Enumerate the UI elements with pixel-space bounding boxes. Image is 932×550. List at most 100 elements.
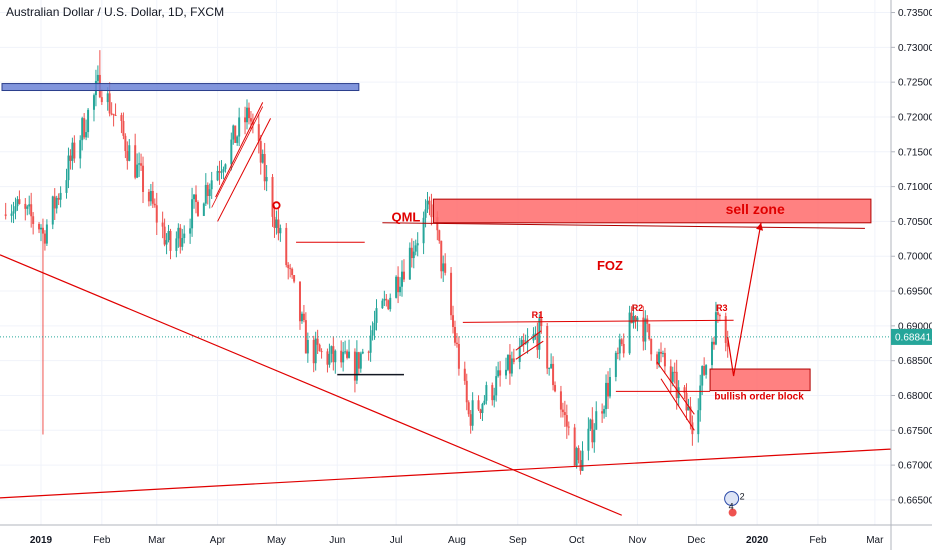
candle-body xyxy=(577,448,580,461)
y-tick-label: 0.72000 xyxy=(898,112,932,123)
y-tick-label: 0.72500 xyxy=(898,78,932,89)
candle-body xyxy=(259,141,262,163)
candle-body xyxy=(249,118,252,122)
candle-body xyxy=(40,227,42,230)
candle-body xyxy=(414,245,417,252)
candle-body xyxy=(367,351,370,353)
qml-level-line xyxy=(382,222,865,229)
candle-body xyxy=(512,358,515,362)
candle-body xyxy=(559,391,562,410)
candle-body xyxy=(538,318,541,350)
candle-body xyxy=(151,190,154,204)
candle-body xyxy=(387,300,390,310)
candle-body xyxy=(183,233,186,239)
last-price-label: 0.68841 xyxy=(895,332,932,343)
candle-body xyxy=(589,419,592,429)
y-tick-label: 0.66500 xyxy=(898,495,932,506)
candle-body xyxy=(373,322,376,331)
candle-body xyxy=(110,113,113,115)
candle-body xyxy=(438,230,441,241)
candle-body xyxy=(136,164,139,178)
candle-body xyxy=(218,170,221,173)
candle-body xyxy=(410,247,413,259)
candle-body xyxy=(605,382,608,410)
candle-body xyxy=(177,227,180,239)
y-tick-label: 0.70500 xyxy=(898,217,932,228)
candle-body xyxy=(452,315,455,327)
candle-body xyxy=(614,352,617,377)
candle-body xyxy=(659,351,662,354)
candle-body xyxy=(455,342,458,344)
y-tick-label: 0.73500 xyxy=(898,8,932,19)
candle-body xyxy=(481,403,484,414)
candle-body xyxy=(385,298,388,301)
candle-body xyxy=(210,180,213,190)
candle-body xyxy=(573,427,576,466)
candle-body xyxy=(234,125,237,143)
candle-body xyxy=(711,341,714,366)
candle-body xyxy=(194,194,197,203)
candle-body xyxy=(567,426,570,428)
candle-body xyxy=(134,145,137,178)
candle-body xyxy=(691,422,694,435)
candle-body xyxy=(55,197,58,209)
candle-body xyxy=(330,346,333,354)
candle-body xyxy=(355,352,358,381)
candle-body xyxy=(220,171,223,173)
candle-body xyxy=(518,346,521,362)
candle-body xyxy=(318,344,321,352)
candle-body xyxy=(548,367,551,369)
candle-body xyxy=(191,199,194,229)
wedge-upper xyxy=(215,102,264,198)
candle-body xyxy=(26,206,29,209)
candle-body xyxy=(552,363,555,386)
candle-body xyxy=(81,118,84,141)
candle-body xyxy=(96,74,99,81)
candle-body xyxy=(579,460,582,471)
candle-body xyxy=(416,243,419,246)
candle-body xyxy=(222,169,225,172)
candle-body xyxy=(189,228,192,234)
candle-body xyxy=(238,117,241,137)
candle-body xyxy=(244,117,247,123)
candle-body xyxy=(581,450,584,471)
x-tick-label: 2019 xyxy=(30,535,53,546)
logo-digit-4: 4 xyxy=(729,502,734,512)
wedge-inner xyxy=(211,106,264,208)
candle-body xyxy=(357,352,360,369)
candle-body xyxy=(687,406,690,411)
order-block-label: bullish order block xyxy=(714,392,804,403)
candle-body xyxy=(634,315,637,321)
candle-body xyxy=(320,351,323,353)
top-marker-circle xyxy=(272,201,281,210)
candle-body xyxy=(546,326,549,369)
candle-body xyxy=(287,265,290,269)
candle-body xyxy=(520,339,523,347)
candle-body xyxy=(87,109,90,133)
candle-body xyxy=(122,120,125,136)
candle-body xyxy=(314,338,317,364)
candle-body xyxy=(41,227,44,234)
r2-label: R2 xyxy=(632,303,644,313)
candle-body xyxy=(648,323,651,340)
candle-body xyxy=(508,354,511,374)
candle-body xyxy=(232,125,235,140)
candle-body xyxy=(669,366,672,382)
candle-body xyxy=(79,140,82,159)
candle-body xyxy=(565,415,568,427)
candle-body xyxy=(140,163,143,166)
falling-wedge-upper xyxy=(656,361,695,415)
candle-body xyxy=(632,315,635,324)
candle-body xyxy=(587,428,590,451)
candle-body xyxy=(83,118,86,138)
candle-body xyxy=(120,115,123,121)
candle-body xyxy=(495,376,498,396)
candle-body xyxy=(334,350,337,363)
candle-body xyxy=(57,197,60,200)
candle-body xyxy=(43,233,46,244)
candle-body xyxy=(383,298,386,301)
candle-body xyxy=(304,320,307,354)
candle-body xyxy=(471,400,474,426)
candle-body xyxy=(663,352,666,367)
